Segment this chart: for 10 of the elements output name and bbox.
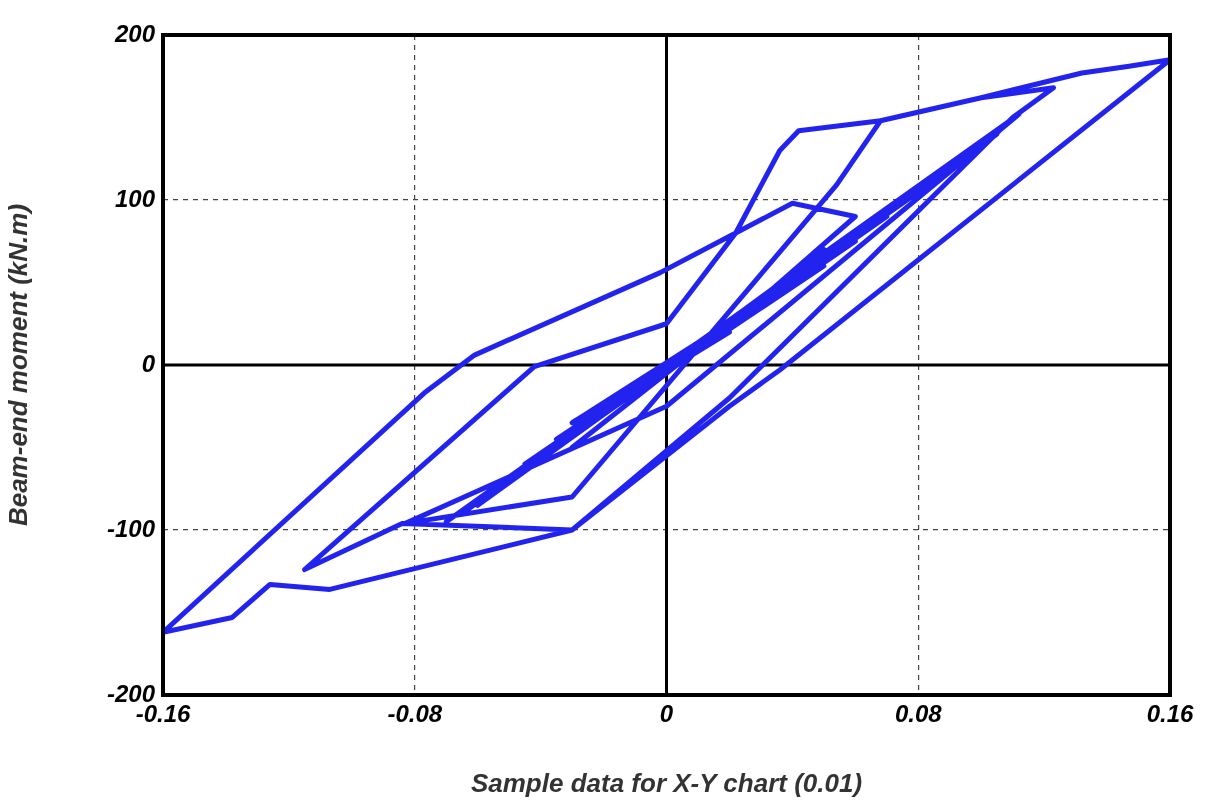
y-tick-label: 100 bbox=[114, 184, 156, 212]
x-tick-label: 0 bbox=[659, 700, 674, 728]
x-tick-label: 0.16 bbox=[1146, 700, 1194, 728]
y-axis-title: Beam-end moment (kN.m) bbox=[2, 203, 33, 527]
y-tick-label: 0 bbox=[141, 349, 156, 377]
x-tick-label: -0.08 bbox=[387, 700, 443, 728]
y-tick-label: 200 bbox=[113, 19, 156, 47]
x-axis-title: Sample data for X-Y chart (0.01) bbox=[470, 767, 863, 798]
x-tick-label: 0.08 bbox=[894, 700, 943, 728]
y-tick-label: -100 bbox=[106, 514, 156, 542]
